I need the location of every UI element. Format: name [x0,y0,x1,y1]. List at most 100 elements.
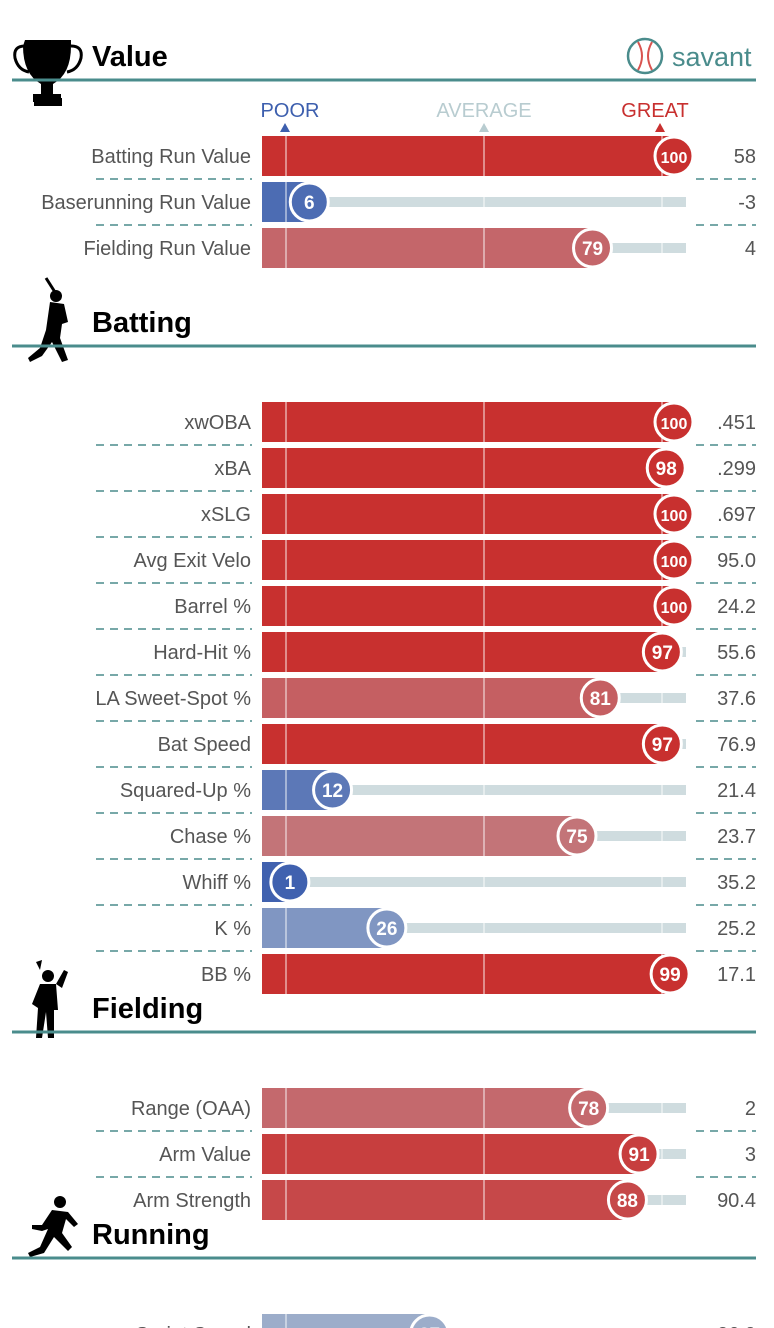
metric-row: 100 Barrel % 24.2 [96,585,756,630]
percentile-bar [262,402,674,442]
metric-value: 3 [745,1144,756,1166]
runner-icon [28,1196,78,1257]
metric-row: 26 K % 25.2 [96,907,756,952]
bar-track [262,923,686,933]
metric-label: Baserunning Run Value [41,192,251,214]
percentile-circle [556,815,598,857]
metric-row: 12 Squared-Up % 21.4 [96,769,756,814]
percentile-circle [312,769,354,811]
percentile-label: 100 [661,150,688,167]
percentile-bar [262,448,667,488]
bar-track [262,785,686,795]
metric-value: 95.0 [717,550,756,572]
metric-label: Fielding Run Value [83,238,251,260]
metric-row: 37 Sprint Speed 26.9 [135,1313,756,1328]
percentile-circle [649,953,691,995]
poor-label: POOR [261,100,320,122]
percentile-circle [645,447,687,489]
metric-label: Bat Speed [158,734,251,756]
percentile-bar [262,954,671,994]
section-value: Value 100 Batting Run Value 58 6 Baserunning … [12,40,756,269]
metric-row: 100 Batting Run Value 58 [91,135,756,180]
metric-label: Arm Value [159,1144,251,1166]
metric-row: 1 Whiff % 35.2 [96,861,756,906]
percentile-bar [262,494,674,534]
percentile-label: 1 [285,873,296,894]
section-fielding: Fielding 78 Range (OAA) 2 91 Arm Value 3 88 Arm … [12,960,756,1221]
metric-value: -3 [738,192,756,214]
metric-label: Arm Strength [133,1190,251,1212]
percentile-label: 78 [578,1099,599,1120]
metric-row: 97 Bat Speed 76.9 [96,723,756,768]
percentile-bar [262,1314,430,1328]
percentile-label: 91 [629,1145,651,1166]
percentile-label: 88 [617,1191,638,1212]
metric-label: Range (OAA) [131,1098,251,1120]
metric-value: 90.4 [717,1190,756,1212]
trophy-icon [13,40,83,106]
percentile-circle [409,1313,450,1328]
percentile-bar [262,1134,640,1174]
batter-icon [28,277,68,362]
percentile-label: 97 [652,735,673,756]
percentile-label: 75 [566,827,588,848]
metric-row: 97 Hard-Hit % 55.6 [96,631,756,676]
metric-row: 78 Range (OAA) 2 [96,1087,756,1132]
percentile-bar [262,1180,628,1220]
average-label: AVERAGE [436,100,531,122]
percentile-circle [641,631,683,673]
percentile-circle [653,493,695,535]
metric-row: 81 LA Sweet-Spot % 37.6 [95,677,756,722]
section-title: Batting [92,307,192,339]
bar-track [262,877,686,887]
metric-row: 100 Avg Exit Velo 95.0 [96,539,756,584]
percentile-label: 98 [656,459,677,480]
percentile-label: 26 [376,919,397,940]
metric-label: xBA [214,458,251,480]
metric-value: 23.7 [717,826,756,848]
percentile-bar [262,632,663,672]
percentile-bar [262,678,601,718]
poor-marker [280,123,290,132]
metric-label: Batting Run Value [91,146,251,168]
percentile-circle [641,723,683,765]
metric-value: .299 [717,458,756,480]
metric-row: 100 xwOBA .451 [96,401,756,446]
metric-value: 25.2 [717,918,756,940]
metric-row: 6 Baserunning Run Value -3 [41,181,756,226]
savant-logo: savant [626,37,752,75]
percentile-label: 99 [660,965,681,986]
percentile-circle [653,135,695,177]
brand-name: savant [672,42,752,72]
percentile-circle [269,861,311,903]
percentile-label: 100 [661,600,688,617]
percentile-circle [653,585,695,627]
percentile-circle [653,401,695,443]
metric-value: 26.9 [717,1324,756,1328]
percentile-circle [653,539,695,581]
percentile-circle [618,1133,660,1175]
great-marker [655,123,665,132]
percentile-label: 97 [652,643,673,664]
percentile-bar [262,816,577,856]
metric-row: 88 Arm Strength 90.4 [133,1179,756,1221]
metric-label: Sprint Speed [135,1324,251,1328]
bar-track [262,197,686,207]
percentile-bar [262,586,674,626]
section-title: Value [92,41,168,73]
percentile-circle [606,1179,648,1221]
percentile-circle [572,227,614,269]
percentile-bar [262,724,663,764]
section-running: Running 37 Sprint Speed 26.9 [12,1196,756,1328]
metric-row: 100 xSLG .697 [96,493,756,538]
metric-label: Avg Exit Velo [134,550,251,572]
percentile-label: 100 [661,554,688,571]
percentile-bar [262,1088,589,1128]
metric-label: Squared-Up % [120,780,251,802]
metric-row: 99 BB % 17.1 [201,953,756,995]
percentile-bar [262,228,593,268]
section-title: Running [92,1219,210,1251]
metric-value: 35.2 [717,872,756,894]
